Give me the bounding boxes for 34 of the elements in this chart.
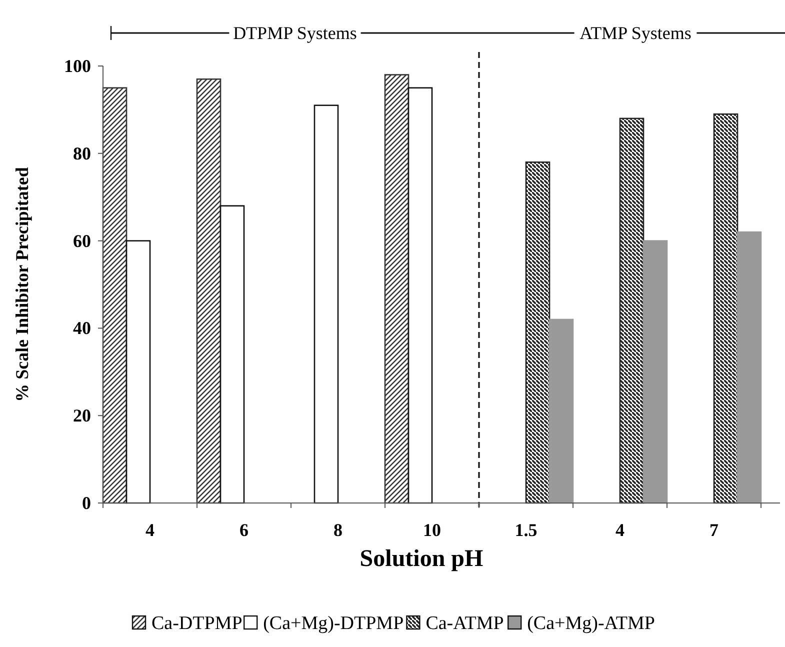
x-tick-label: 10	[423, 520, 441, 540]
bar	[548, 318, 574, 504]
legend-label: Ca-ATMP	[426, 613, 504, 634]
x-tick-label: 1.5	[514, 520, 538, 540]
y-tick-label: 20	[73, 406, 91, 426]
x-tick-label: 4	[616, 520, 624, 540]
y-tick-label: 40	[73, 318, 91, 338]
bar	[196, 78, 222, 504]
y-tick-label: 100	[64, 56, 91, 76]
bar	[408, 87, 433, 504]
legend-label: Ca-DTPMP	[152, 613, 242, 634]
bar	[713, 113, 738, 504]
bar	[314, 104, 339, 504]
bar	[619, 118, 644, 504]
y-tick-label: 60	[73, 230, 91, 251]
bar	[220, 205, 245, 504]
legend-label: (Ca+Mg)-ATMP	[527, 613, 655, 634]
x-tick-label: 7	[710, 520, 718, 540]
bar	[642, 240, 668, 504]
x-tick-label: 6	[240, 520, 248, 540]
text: ATMP Systems	[580, 23, 692, 43]
bar	[525, 161, 550, 504]
bar	[126, 240, 151, 504]
x-tick-label: 4	[146, 520, 154, 540]
bar	[102, 87, 128, 504]
legend-label: (Ca+Mg)-DTPMP	[263, 613, 404, 634]
bar	[736, 231, 762, 504]
text: DTPMP Systems	[233, 23, 357, 43]
y-tick-label: 0	[82, 493, 91, 513]
bar	[384, 74, 410, 504]
y-axis-title: % Scale Inhibitor Precipitated	[12, 167, 32, 402]
y-tick-label: 80	[73, 143, 91, 164]
x-tick-label: 8	[334, 520, 342, 540]
x-axis-title: Solution pH	[360, 546, 484, 572]
